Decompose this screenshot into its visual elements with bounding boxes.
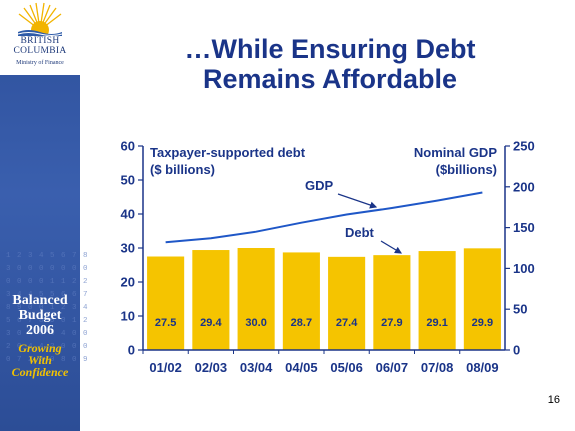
debt-bar-01/02	[147, 256, 185, 350]
debt-bar-07/08	[418, 251, 456, 350]
debt-bar-08/09	[463, 248, 501, 350]
debt-annotation-arrow	[380, 240, 403, 254]
tagline-line-2: With	[28, 353, 52, 367]
right-tick-label: 50	[513, 302, 527, 317]
left-tick-label: 0	[128, 343, 135, 358]
balanced-budget-badge: Balanced Budget 2006	[0, 293, 80, 338]
logo-text: BRITISH COLUMBIA	[0, 36, 80, 56]
debt-data-label: 28.7	[291, 317, 312, 329]
gdp-annotation: GDP	[305, 178, 334, 193]
tagline: Growing With Confidence	[0, 342, 80, 378]
debt-annotation: Debt	[345, 225, 375, 240]
debt-bar-04/05	[282, 252, 320, 350]
gdp-series-line	[165, 191, 483, 244]
right-tick-label: 0	[513, 343, 520, 358]
debt-bar-02/03	[192, 250, 230, 350]
right-tick-label: 200	[513, 179, 535, 194]
left-axis-ticks: 0 10 20 30 40 50 60	[121, 139, 143, 358]
x-tick-label: 02/03	[195, 360, 228, 375]
sun-logo-icon	[17, 2, 63, 36]
debt-data-labels: 27.5 29.4 30.0 28.7 27.4 27.9 29.1 29.9	[155, 317, 493, 329]
right-axis-label-line-2: ($billions)	[436, 162, 497, 177]
x-tick-label: 04/05	[285, 360, 318, 375]
badge-line-3: 2006	[26, 323, 54, 338]
badge-line-2: Budget	[18, 308, 62, 323]
slide-title: …While Ensuring Debt Remains Affordable	[100, 34, 560, 94]
logo-line-1: BRITISH	[20, 36, 60, 46]
bc-logo: BRITISH COLUMBIA Ministry of Finance	[0, 0, 80, 75]
left-tick-label: 50	[121, 173, 135, 188]
right-tick-label: 250	[513, 139, 535, 154]
debt-data-label: 27.4	[336, 317, 358, 329]
sidebar: BRITISH COLUMBIA Ministry of Finance 1 2…	[0, 0, 89, 431]
decorative-digits: 1 2 3 4 5 6 7 8 3 0 0 0 0 0 0 0 0 0 0 0 …	[6, 252, 89, 364]
debt-data-label: 27.5	[155, 317, 176, 329]
x-tick-label: 06/07	[376, 360, 409, 375]
left-tick-label: 60	[121, 139, 135, 154]
badge-line-1: Balanced	[12, 293, 68, 308]
left-tick-label: 30	[121, 241, 135, 256]
debt-data-label: 30.0	[245, 317, 266, 329]
x-tick-label: 08/09	[466, 360, 499, 375]
right-tick-label: 150	[513, 220, 535, 235]
debt-data-label: 27.9	[381, 317, 402, 329]
debt-data-label: 29.1	[426, 317, 447, 329]
right-axis-label-line-1: Nominal GDP	[414, 145, 497, 160]
left-tick-label: 10	[121, 309, 135, 324]
gdp-annotation-arrow	[337, 193, 378, 209]
debt-bar-03/04	[237, 248, 275, 350]
tagline-line-1: Growing	[18, 341, 62, 355]
debt-bar-06/07	[373, 255, 411, 350]
left-tick-label: 40	[121, 207, 135, 222]
left-tick-label: 20	[121, 275, 135, 290]
tagline-line-3: Confidence	[11, 365, 69, 379]
left-axis-label-line-2: ($ billions)	[150, 162, 215, 177]
left-axis-label-line-1: Taxpayer-supported debt	[150, 145, 306, 160]
x-tick-label: 07/08	[421, 360, 454, 375]
slide-title-line-1: …While Ensuring Debt	[184, 34, 476, 64]
right-axis-ticks: 0 50 100 150 200 250	[505, 139, 535, 358]
x-axis-ticks: 01/02 02/03 03/04 04/05 05/06 06/07 07/08 08/09	[142, 350, 499, 375]
logo-line-2: COLUMBIA	[13, 46, 67, 56]
page-number: 16	[547, 394, 560, 406]
x-tick-label: 01/02	[149, 360, 182, 375]
slide-title-line-2: Remains Affordable	[202, 64, 458, 94]
x-tick-label: 05/06	[330, 360, 363, 375]
debt-bar-05/06	[328, 256, 366, 350]
x-tick-label: 03/04	[240, 360, 273, 375]
right-tick-label: 100	[513, 261, 535, 276]
debt-data-label: 29.4	[200, 317, 222, 329]
debt-data-label: 29.9	[472, 317, 493, 329]
ministry-label: Ministry of Finance	[16, 60, 64, 66]
debt-bars	[147, 248, 501, 350]
